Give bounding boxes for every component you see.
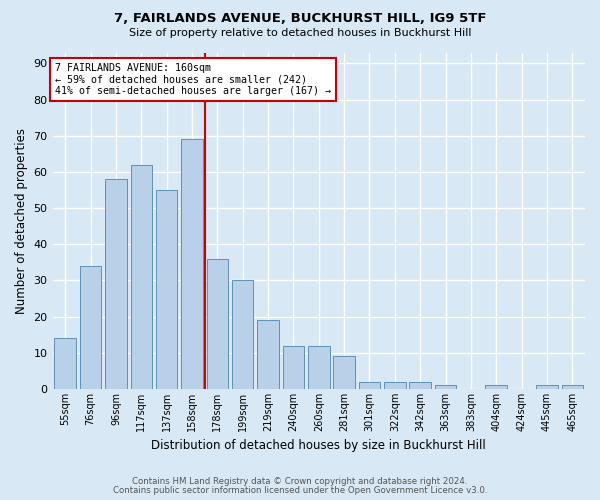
Bar xyxy=(257,320,279,389)
Bar xyxy=(206,259,228,389)
Bar xyxy=(131,164,152,389)
Bar xyxy=(181,140,203,389)
Text: Contains public sector information licensed under the Open Government Licence v3: Contains public sector information licen… xyxy=(113,486,487,495)
Bar xyxy=(435,386,457,389)
Bar xyxy=(536,386,558,389)
Bar xyxy=(334,356,355,389)
Bar xyxy=(562,386,583,389)
Text: 7, FAIRLANDS AVENUE, BUCKHURST HILL, IG9 5TF: 7, FAIRLANDS AVENUE, BUCKHURST HILL, IG9… xyxy=(114,12,486,26)
Text: Size of property relative to detached houses in Buckhurst Hill: Size of property relative to detached ho… xyxy=(129,28,471,38)
X-axis label: Distribution of detached houses by size in Buckhurst Hill: Distribution of detached houses by size … xyxy=(151,440,486,452)
Bar xyxy=(485,386,507,389)
Bar xyxy=(409,382,431,389)
Bar xyxy=(384,382,406,389)
Bar xyxy=(232,280,253,389)
Text: Contains HM Land Registry data © Crown copyright and database right 2024.: Contains HM Land Registry data © Crown c… xyxy=(132,477,468,486)
Bar xyxy=(156,190,178,389)
Bar xyxy=(359,382,380,389)
Y-axis label: Number of detached properties: Number of detached properties xyxy=(15,128,28,314)
Bar xyxy=(80,266,101,389)
Bar xyxy=(283,346,304,389)
Bar xyxy=(55,338,76,389)
Bar xyxy=(308,346,329,389)
Bar xyxy=(105,179,127,389)
Text: 7 FAIRLANDS AVENUE: 160sqm
← 59% of detached houses are smaller (242)
41% of sem: 7 FAIRLANDS AVENUE: 160sqm ← 59% of deta… xyxy=(55,62,331,96)
